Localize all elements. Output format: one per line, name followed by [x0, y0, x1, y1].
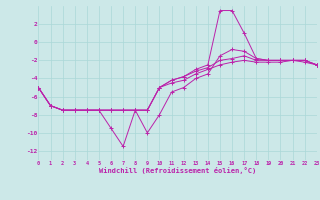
X-axis label: Windchill (Refroidissement éolien,°C): Windchill (Refroidissement éolien,°C)	[99, 167, 256, 174]
